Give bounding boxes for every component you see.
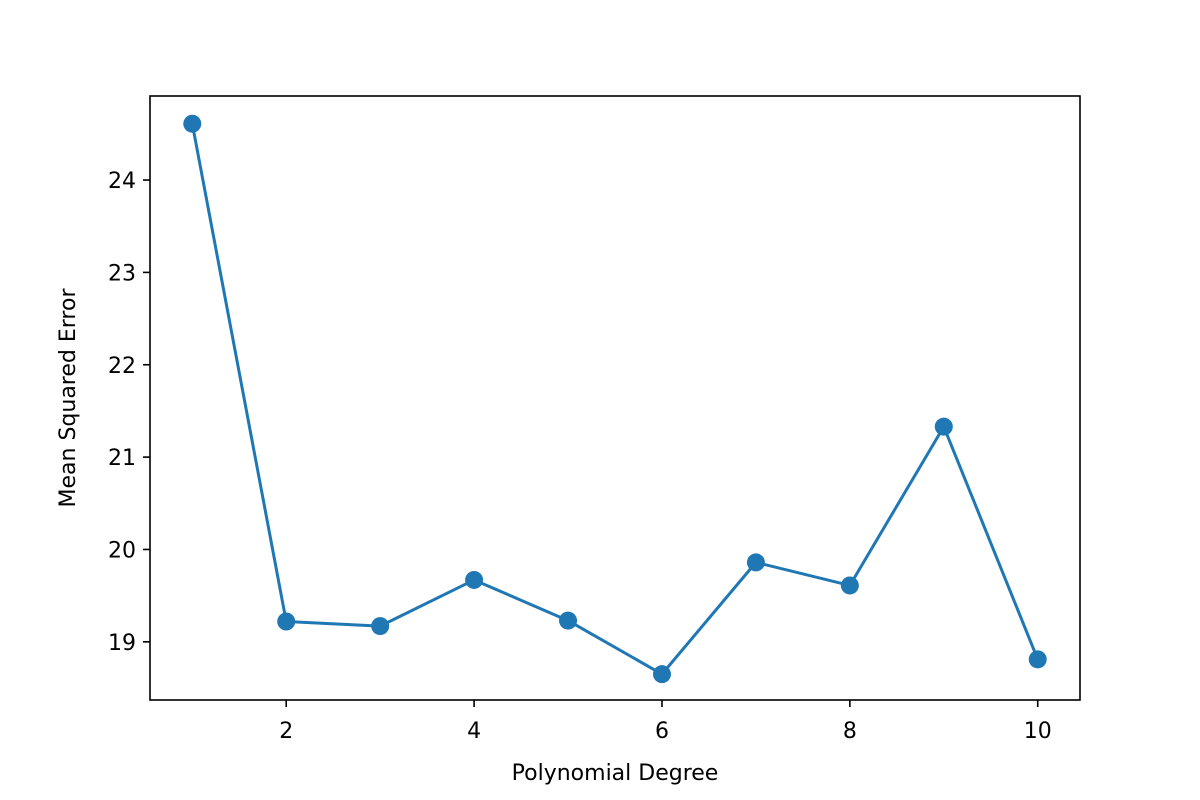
- x-tick-label: 4: [467, 719, 481, 744]
- x-tick-label: 2: [279, 719, 293, 744]
- series-layer: [183, 114, 1047, 684]
- x-tick-label: 8: [843, 719, 857, 744]
- x-axis-label: Polynomial Degree: [512, 761, 719, 786]
- data-point: [371, 617, 390, 636]
- y-tick-label: 22: [108, 354, 136, 379]
- plot-area-frame: [149, 95, 1081, 701]
- y-tick-label: 20: [108, 538, 136, 563]
- data-point: [1028, 650, 1047, 669]
- y-tick-label: 21: [108, 446, 136, 471]
- x-tick-label: 10: [1024, 719, 1052, 744]
- y-axis-ticks: 19 20 21 22 23 24: [108, 169, 150, 656]
- data-point: [183, 114, 202, 133]
- y-tick-label: 23: [108, 261, 136, 286]
- data-point: [840, 576, 859, 595]
- data-point: [746, 553, 765, 572]
- data-point: [652, 665, 671, 684]
- data-point: [465, 570, 484, 589]
- x-tick-label: 6: [655, 719, 669, 744]
- series-line: [190, 123, 1040, 676]
- y-tick-label: 24: [108, 169, 136, 194]
- y-axis-label: Mean Squared Error: [56, 288, 81, 508]
- data-point: [934, 417, 953, 436]
- x-axis-ticks: 2 4 6 8 10: [279, 700, 1052, 744]
- data-point: [277, 612, 296, 631]
- data-point: [559, 611, 578, 630]
- y-tick-label: 19: [108, 631, 136, 656]
